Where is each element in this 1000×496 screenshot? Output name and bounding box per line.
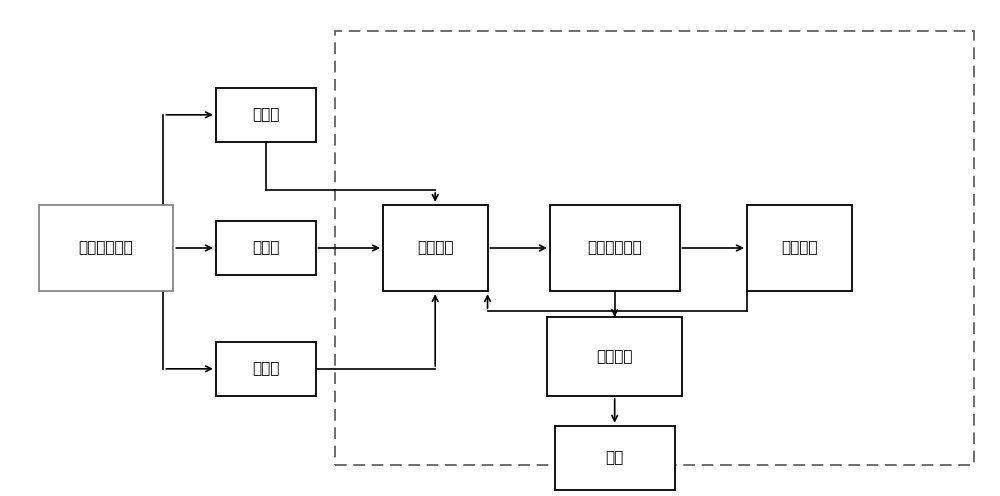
Bar [216,88,316,142]
Bar [335,31,974,465]
Text: 保护模块: 保护模块 [781,241,817,255]
Bar [747,205,852,291]
Text: 传感器: 传感器 [252,107,279,123]
Text: 通信模块: 通信模块 [596,349,633,364]
Bar [39,205,173,291]
Bar [555,426,675,490]
Text: 传感器: 传感器 [252,241,279,255]
Bar [550,205,680,291]
Bar [216,221,316,275]
Text: 采集模块: 采集模块 [417,241,453,255]
Text: 逻辑判断模块: 逻辑判断模块 [587,241,642,255]
Bar [547,317,682,396]
Text: 待测光伏装置: 待测光伏装置 [79,241,133,255]
Text: 主站: 主站 [606,450,624,465]
Text: 传感器: 传感器 [252,362,279,376]
Bar [216,342,316,396]
Bar [383,205,488,291]
